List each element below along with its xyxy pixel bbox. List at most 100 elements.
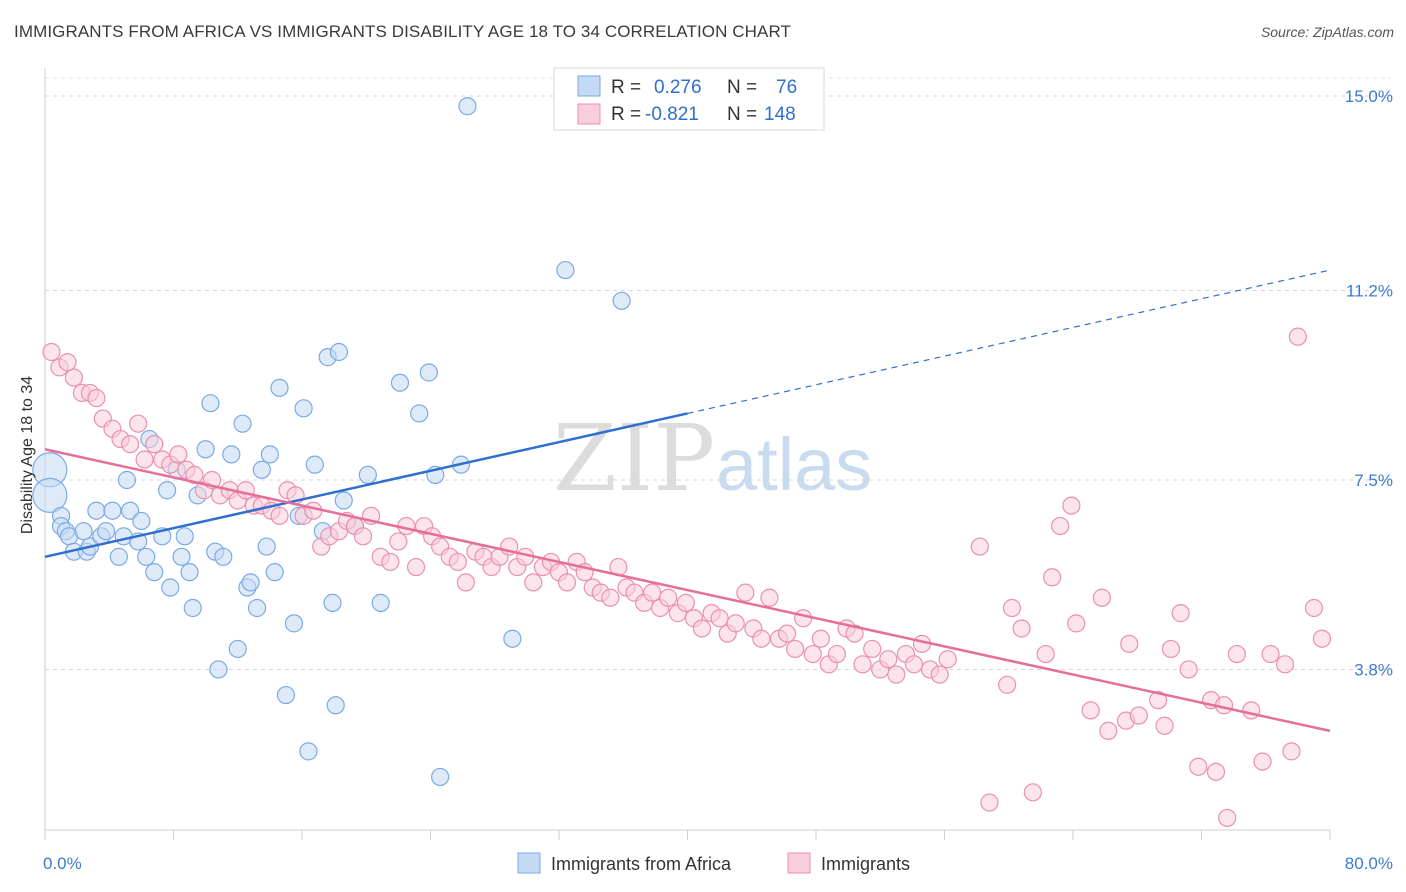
immigrants-point bbox=[930, 665, 949, 684]
immigrants-point bbox=[1067, 614, 1086, 633]
y-tick-label: 15.0% bbox=[1345, 87, 1393, 106]
immigrants-point bbox=[853, 655, 872, 674]
immigrants-point bbox=[448, 552, 467, 572]
africa-point bbox=[329, 342, 349, 362]
immigrants-point bbox=[1189, 757, 1208, 776]
legend-n-value-2: 148 bbox=[764, 104, 796, 125]
africa-point bbox=[132, 511, 151, 531]
legend-n-label-1: N = bbox=[727, 77, 757, 98]
africa-point bbox=[157, 481, 177, 500]
immigrants-point bbox=[1012, 619, 1031, 638]
africa-point bbox=[260, 445, 279, 464]
y-axis-label: Disability Age 18 to 34 bbox=[19, 376, 36, 534]
bottom-legend: Immigrants from Africa Immigrants bbox=[517, 852, 910, 874]
africa-point bbox=[299, 742, 318, 761]
immigrants-trend-line bbox=[44, 448, 1331, 733]
immigrants-point bbox=[794, 609, 813, 628]
africa-point bbox=[334, 491, 353, 510]
immigrants-point bbox=[803, 644, 822, 664]
immigrants-point bbox=[1227, 644, 1246, 664]
immigrants-point bbox=[236, 481, 255, 500]
immigrants-point bbox=[879, 650, 898, 669]
africa-point bbox=[556, 260, 575, 280]
immigrants-point bbox=[42, 342, 61, 362]
immigrants-point bbox=[887, 665, 906, 684]
immigrants-point bbox=[980, 793, 999, 812]
immigrants-point bbox=[1304, 598, 1324, 618]
immigrants-point bbox=[135, 450, 154, 469]
immigrants-point bbox=[1218, 808, 1237, 828]
immigrants-point bbox=[811, 629, 830, 648]
africa-point bbox=[265, 563, 284, 582]
africa-point bbox=[32, 477, 68, 513]
immigrants-point bbox=[58, 353, 77, 372]
africa-point bbox=[214, 547, 233, 566]
africa-point bbox=[276, 685, 296, 705]
immigrants-point bbox=[524, 573, 543, 592]
africa-point bbox=[503, 629, 522, 648]
y-tick-label: 7.5% bbox=[1354, 471, 1393, 490]
africa-point bbox=[228, 639, 247, 659]
immigrants-point bbox=[1282, 742, 1301, 761]
immigrants-point bbox=[389, 532, 408, 551]
source-label: Source: ZipAtlas.com bbox=[1260, 24, 1394, 40]
africa-point bbox=[137, 547, 156, 566]
immigrants-point bbox=[381, 552, 400, 572]
africa-point bbox=[419, 363, 438, 382]
legend-swatch-africa bbox=[577, 75, 601, 97]
legend-swatch-immigrants bbox=[577, 103, 601, 125]
immigrants-point bbox=[185, 465, 204, 484]
immigrants-point bbox=[1288, 327, 1307, 346]
immigrants-point bbox=[1242, 701, 1261, 720]
africa-point bbox=[209, 660, 228, 679]
immigrants-point bbox=[1092, 588, 1112, 607]
immigrants-point bbox=[710, 609, 729, 628]
africa-point bbox=[161, 578, 180, 597]
immigrants-point bbox=[270, 506, 289, 525]
africa-trend-extension bbox=[687, 269, 1331, 415]
africa-point bbox=[175, 527, 194, 546]
immigrants-point bbox=[1051, 516, 1070, 536]
trend-lines bbox=[44, 269, 1331, 733]
watermark-zip: ZIP bbox=[553, 405, 715, 512]
legend-n-label-2: N = bbox=[727, 104, 757, 125]
africa-point bbox=[74, 522, 93, 541]
africa-point bbox=[431, 767, 450, 787]
immigrants-point bbox=[726, 614, 745, 633]
africa-point bbox=[390, 373, 410, 392]
immigrants-point bbox=[1171, 604, 1190, 623]
africa-point bbox=[305, 455, 324, 474]
immigrants-point bbox=[827, 644, 846, 664]
immigrants-point bbox=[1206, 762, 1226, 781]
x-tick-label-max: 80.0% bbox=[1345, 854, 1393, 873]
africa-point bbox=[323, 593, 342, 612]
immigrants-point bbox=[659, 588, 678, 607]
africa-point bbox=[172, 547, 191, 566]
africa-point bbox=[201, 394, 220, 413]
africa-point bbox=[270, 378, 289, 397]
watermark-atlas: atlas bbox=[716, 423, 872, 506]
africa-point bbox=[222, 445, 241, 464]
immigrants-point bbox=[64, 368, 84, 387]
africa-point bbox=[458, 97, 477, 116]
immigrants-point bbox=[760, 588, 779, 607]
immigrants-point bbox=[406, 557, 426, 577]
africa-point bbox=[87, 501, 106, 520]
africa-point bbox=[233, 414, 252, 433]
bottom-legend-swatch-africa bbox=[517, 852, 541, 874]
immigrants-point bbox=[1161, 639, 1181, 659]
legend-r-label-2: R = bbox=[611, 104, 641, 125]
immigrants-point bbox=[1036, 644, 1055, 664]
africa-point bbox=[252, 460, 271, 479]
immigrants-point bbox=[692, 619, 712, 638]
africa-point bbox=[183, 598, 202, 618]
immigrants-point bbox=[1002, 598, 1022, 618]
immigrants-point bbox=[1312, 629, 1332, 648]
y-tick-label: 3.8% bbox=[1354, 660, 1393, 679]
immigrants-point bbox=[456, 573, 475, 592]
africa-point bbox=[180, 563, 199, 582]
legend: R = 0.276 N = 76 R = -0.821 N = 148 bbox=[553, 67, 825, 131]
immigrants-point bbox=[1062, 496, 1081, 515]
immigrants-point bbox=[1081, 701, 1100, 720]
immigrants-point bbox=[129, 414, 148, 433]
